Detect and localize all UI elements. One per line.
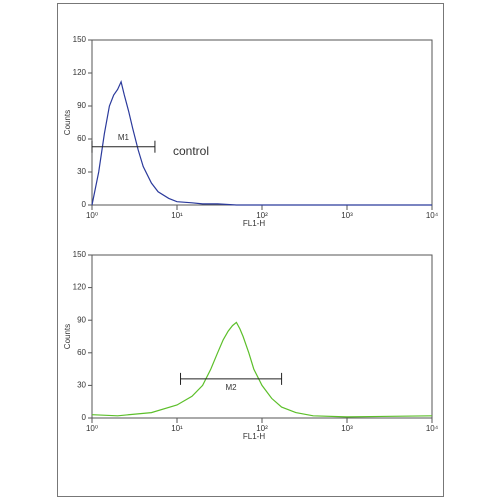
marker-label: M2 [225, 383, 237, 392]
x-tick-label: 10¹ [171, 211, 183, 220]
y-axis-label: Counts [63, 324, 72, 349]
x-tick-label: 10⁰ [86, 211, 98, 220]
x-tick-label: 10³ [341, 424, 353, 433]
plot-frame [91, 39, 433, 206]
y-tick-label: 0 [82, 200, 87, 209]
marker-label: M1 [118, 133, 130, 142]
y-tick-label: 60 [77, 348, 86, 357]
y-tick-label: 150 [73, 35, 87, 44]
y-tick-label: 60 [77, 134, 86, 143]
y-tick-label: 90 [77, 101, 86, 110]
x-axis-label: FL1-H [243, 432, 265, 441]
x-tick-label: 10² [256, 211, 268, 220]
histogram-line [91, 321, 433, 418]
y-tick-label: 120 [73, 283, 87, 292]
plot-frame [91, 254, 433, 419]
y-tick-label: 0 [82, 413, 87, 422]
x-tick-label: 10³ [341, 211, 353, 220]
y-tick-label: 90 [77, 315, 86, 324]
y-tick-label: 150 [73, 250, 87, 259]
y-axis-label: Counts [63, 110, 72, 135]
y-tick-label: 30 [77, 381, 86, 390]
x-axis-label: FL1-H [243, 219, 265, 228]
figure-frame [57, 3, 444, 497]
x-tick-label: 10² [256, 424, 268, 433]
annotation: control [173, 144, 209, 158]
x-tick-label: 10⁴ [426, 424, 439, 433]
y-tick-label: 120 [73, 68, 87, 77]
y-tick-label: 30 [77, 167, 86, 176]
x-tick-label: 10⁰ [86, 424, 98, 433]
x-tick-label: 10¹ [171, 424, 183, 433]
x-tick-label: 10⁴ [426, 211, 439, 220]
histogram-line [91, 79, 432, 206]
